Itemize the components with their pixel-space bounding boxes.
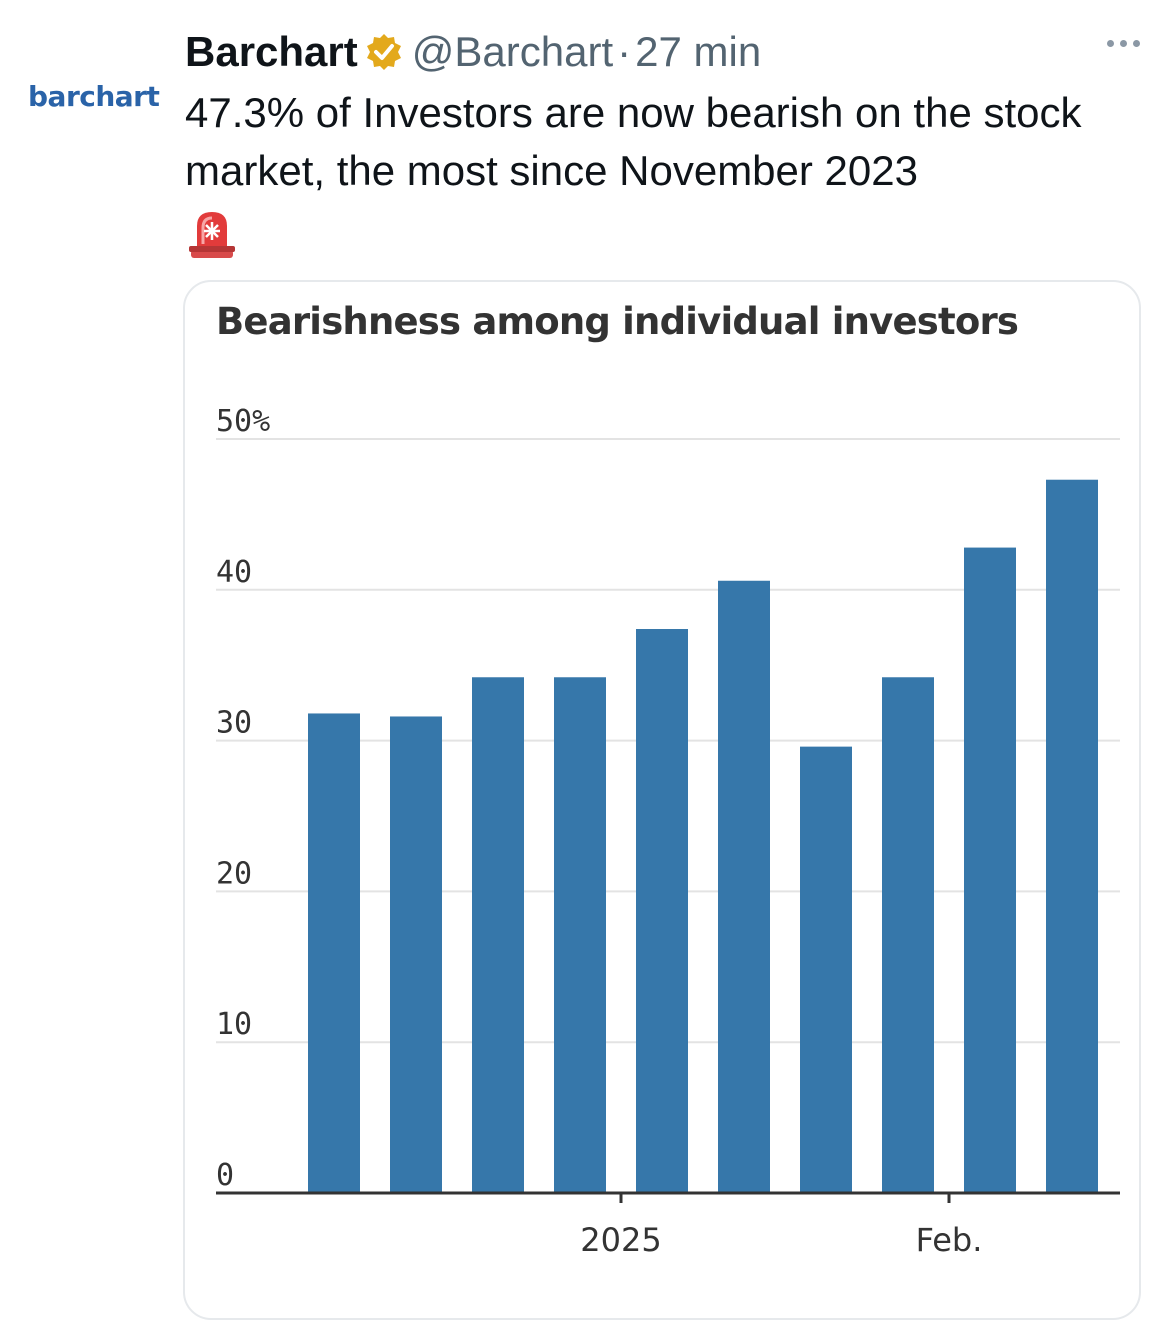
timestamp[interactable]: 27 min	[635, 28, 762, 75]
y-tick-label: 0	[216, 1158, 234, 1193]
bar[interactable]	[718, 580, 770, 1193]
author-name[interactable]: Barchart	[185, 28, 358, 75]
bar[interactable]	[1046, 479, 1098, 1193]
police-siren-icon	[189, 212, 235, 258]
more-options-icon[interactable]	[1107, 40, 1140, 47]
x-axis	[216, 1191, 1120, 1203]
bar[interactable]	[964, 547, 1016, 1193]
x-tick-label: 2025	[580, 1221, 661, 1259]
bars	[308, 479, 1098, 1193]
tweet-text: 47.3% of Investors are now bearish on th…	[185, 89, 1082, 194]
tweet-body: 47.3% of Investors are now bearish on th…	[185, 84, 1135, 260]
author-handle[interactable]: @Barchart	[411, 28, 614, 75]
chart-title: Bearishness among individual investors	[216, 300, 1019, 343]
separator-dot: ·	[617, 28, 632, 75]
bar[interactable]	[882, 677, 934, 1193]
y-tick-label: 40	[216, 555, 252, 590]
y-tick-label: 30	[216, 706, 252, 741]
bar[interactable]	[554, 677, 606, 1193]
bar-chart: 0 10 20 30 40 50% 2025 Feb.	[216, 404, 1120, 1259]
y-tick-label: 20	[216, 856, 252, 891]
bar[interactable]	[636, 629, 688, 1193]
bar[interactable]	[800, 746, 852, 1193]
x-tick-label: Feb.	[916, 1221, 983, 1259]
bar[interactable]	[472, 677, 524, 1193]
y-tick-label: 50%	[216, 404, 270, 439]
axis-labels: 0 10 20 30 40 50% 2025 Feb.	[216, 404, 982, 1259]
verified-badge-icon	[366, 34, 401, 70]
tweet-header: Barchart @Barchart · 27 min	[185, 28, 761, 76]
barchart-logo[interactable]: barchart	[28, 80, 160, 113]
bar[interactable]	[308, 713, 360, 1193]
bar[interactable]	[390, 716, 442, 1193]
y-tick-label: 10	[216, 1007, 252, 1042]
